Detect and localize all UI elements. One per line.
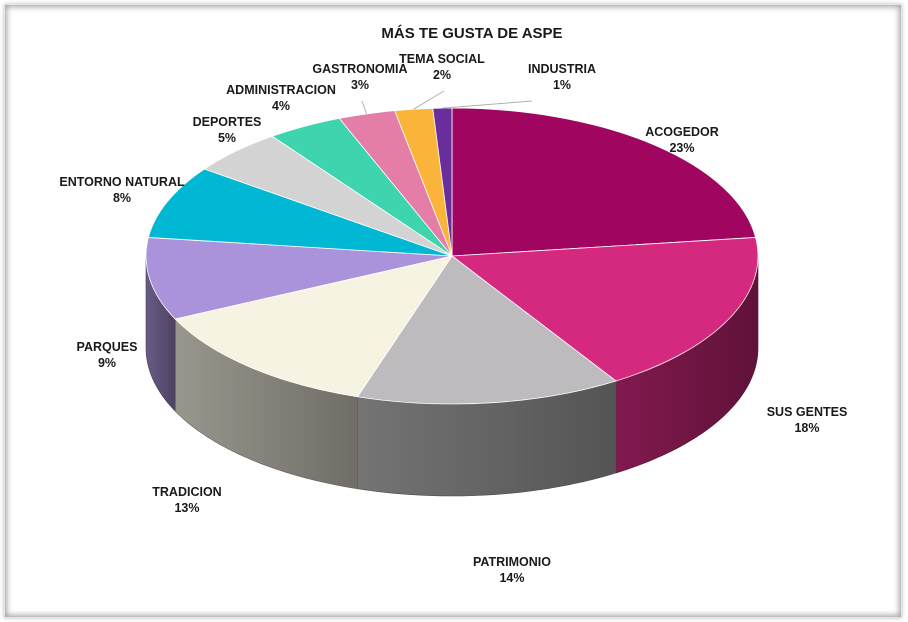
data-label-value-sus-gentes: 18% xyxy=(794,421,819,435)
data-label-name-tradicion: TRADICION xyxy=(152,485,221,499)
data-label-value-deportes: 5% xyxy=(218,131,236,145)
data-label-value-administracion: 4% xyxy=(272,99,290,113)
data-label-name-acogedor: ACOGEDOR xyxy=(645,125,719,139)
data-label-value-parques: 9% xyxy=(98,356,116,370)
data-label-name-tema-social: TEMA SOCIAL xyxy=(399,52,485,66)
leader-lines xyxy=(361,90,533,115)
pie-slice-tradicion xyxy=(174,255,453,398)
data-label-name-sus-gentes: SUS GENTES xyxy=(767,405,848,419)
leader-line-industria xyxy=(442,100,533,109)
pie-slice-entorno-natural xyxy=(147,168,453,257)
pie-slice-patrimonio xyxy=(356,255,617,405)
data-label-value-industria: 1% xyxy=(553,78,571,92)
data-label-name-industria: INDUSTRIA xyxy=(528,62,596,76)
pie-depth-layer xyxy=(145,255,759,497)
data-label-name-administracion: ADMINISTRACION xyxy=(226,83,336,97)
chart-title: MÁS TE GUSTA DE ASPE xyxy=(381,25,562,42)
data-label-name-deportes: DEPORTES xyxy=(193,115,262,129)
data-label-value-gastronomia: 3% xyxy=(351,78,369,92)
data-label-name-parques: PARQUES xyxy=(77,340,138,354)
leader-line-gastronomia xyxy=(361,100,368,115)
pie-slice-acogedor xyxy=(451,107,757,257)
data-label-name-entorno-natural: ENTORNO NATURAL xyxy=(59,175,185,189)
data-labels: ACOGEDOR 23% SUS GENTES 18% PATRIMONIO 14% TRA… xyxy=(59,52,847,585)
data-label-value-patrimonio: 14% xyxy=(499,571,524,585)
data-label-name-patrimonio: PATRIMONIO xyxy=(473,555,551,569)
pie-slice-sus-gentes xyxy=(450,237,759,382)
data-label-name-gastronomia: GASTRONOMIA xyxy=(312,62,407,76)
data-label-value-acogedor: 23% xyxy=(669,141,694,155)
pie-slice-parques xyxy=(145,237,453,320)
data-label-value-tradicion: 13% xyxy=(174,501,199,515)
data-label-value-entorno-natural: 8% xyxy=(113,191,131,205)
pie-top-layer xyxy=(145,107,759,405)
leader-line-tema-social xyxy=(413,90,445,110)
data-label-value-tema-social: 2% xyxy=(433,68,451,82)
